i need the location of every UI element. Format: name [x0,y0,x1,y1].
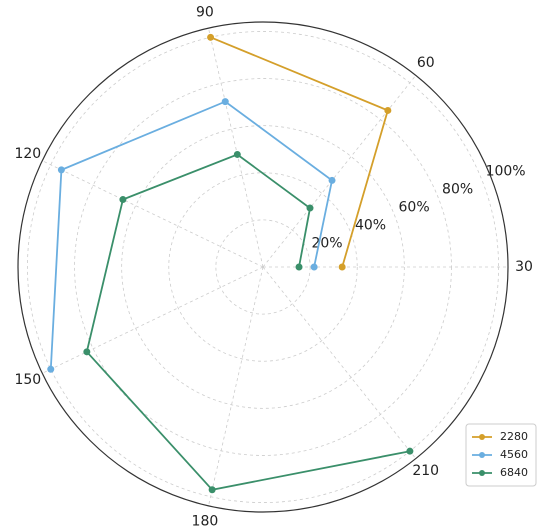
data-point [306,204,314,212]
angle-label: 90 [196,5,214,21]
data-point [208,486,216,494]
data-point [338,263,346,271]
angle-label: 60 [417,55,435,71]
legend-label: 6840 [500,466,528,479]
angle-label: 30 [515,259,533,275]
spoke [262,75,417,268]
data-point [233,150,241,158]
data-point [384,106,392,114]
grid-circle [215,219,311,315]
spoke [262,266,417,459]
legend-dot [479,452,485,458]
data-point [207,33,215,41]
data-point [119,196,127,204]
legend-dot [479,434,485,440]
data-point [295,263,303,271]
spoke [208,266,264,506]
data-point [83,348,91,356]
series-line [85,153,411,491]
angle-label: 120 [14,146,41,162]
data-point [310,263,318,271]
angle-label: 210 [412,463,439,479]
data-point [47,365,55,373]
data-point [221,98,229,106]
angle-label: 150 [14,372,41,388]
spoke [42,160,264,268]
spoke [42,266,264,374]
data-point [328,176,336,184]
r-tick-label: 80% [442,182,473,198]
r-tick-label: 60% [399,200,430,216]
r-tick-label: 100% [486,163,526,179]
legend-label: 2280 [500,430,528,443]
r-tick-label: 20% [311,236,342,252]
legend-label: 4560 [500,448,528,461]
r-tick-label: 40% [355,218,386,234]
data-point [406,447,414,455]
grid-circle [168,172,358,362]
legend: 2280 4560 6840 [465,423,537,487]
legend-dot [479,470,485,476]
grid-circle [121,125,405,409]
spoke [208,28,264,268]
data-point [57,166,65,174]
outer-circle [17,21,509,513]
angle-label: 180 [192,513,219,529]
